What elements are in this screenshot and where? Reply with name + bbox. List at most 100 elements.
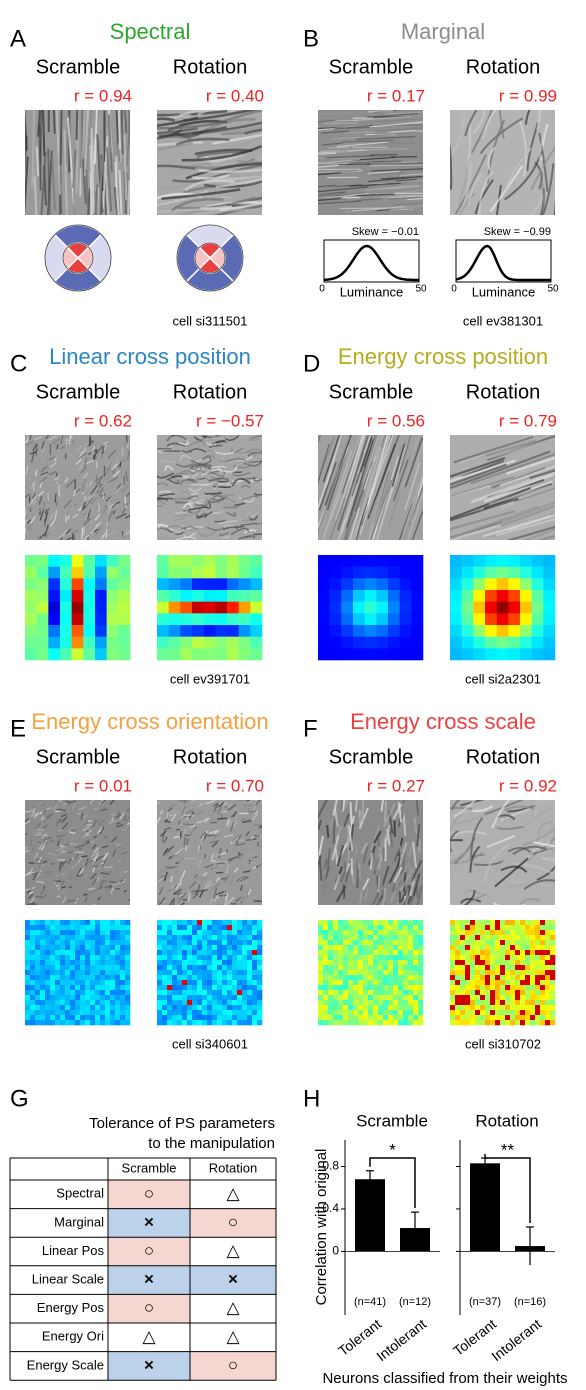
noise-map-cell [338, 955, 343, 960]
heatmap-cell [497, 590, 509, 602]
noise-map-cell [217, 920, 222, 925]
noise-map-cell [192, 960, 197, 965]
noise-map-cell [455, 990, 460, 995]
heatmap-cell [376, 578, 388, 590]
noise-map-cell [125, 995, 130, 1000]
noise-map-cell [105, 955, 110, 960]
noise-map-cell [192, 1000, 197, 1005]
noise-map-cell [247, 985, 252, 990]
noise-map-cell [413, 935, 418, 940]
noise-map-cell [80, 925, 85, 930]
noise-map-cell [403, 925, 408, 930]
noise-map-cell [40, 965, 45, 970]
noise-map-cell [45, 1015, 50, 1020]
noise-map-cell [318, 945, 323, 950]
figure: ASpectralScrambler = 0.94Rotationr = 0.4… [0, 0, 586, 1390]
noise-map-cell [338, 920, 343, 925]
noise-map-cell [378, 965, 383, 970]
noise-map-cell [105, 965, 110, 970]
noise-map-cell [65, 935, 70, 940]
noise-map-cell [237, 1020, 242, 1025]
noise-map-cell [378, 950, 383, 955]
heatmap-cell [83, 555, 95, 567]
table-symbol: ○ [144, 1298, 154, 1317]
noise-map-cell [252, 950, 257, 955]
noise-map-cell [480, 985, 485, 990]
noise-map-cell [318, 970, 323, 975]
noise-map-cell [545, 970, 550, 975]
heatmap-cell [411, 590, 423, 602]
texture-stroke [59, 836, 64, 837]
page: {"panels": [ {"letter": "A", "title": "S… [0, 0, 586, 1390]
heatmap-cell [388, 555, 400, 567]
noise-map-cell [105, 925, 110, 930]
noise-map-cell [318, 965, 323, 970]
noise-map-cell [125, 1010, 130, 1015]
noise-map-cell [177, 1010, 182, 1015]
noise-map-cell [100, 925, 105, 930]
noise-map-cell [353, 950, 358, 955]
noise-map-cell [70, 955, 75, 960]
texture-stroke [127, 811, 132, 812]
noise-map-cell [257, 960, 262, 965]
heatmap-cell [72, 555, 84, 567]
heatmap-cell [473, 578, 485, 590]
noise-map-cell [455, 920, 460, 925]
noise-map-cell [232, 980, 237, 985]
noise-map-cell [480, 965, 485, 970]
heatmap-cell [508, 613, 520, 625]
noise-map-cell [115, 990, 120, 995]
noise-map-cell [65, 975, 70, 980]
noise-map-cell [470, 975, 475, 980]
noise-map-cell [460, 940, 465, 945]
noise-map-cell [388, 970, 393, 975]
noise-map-cell [515, 1010, 520, 1015]
noise-map-cell [232, 1015, 237, 1020]
heatmap-cell [25, 578, 37, 590]
noise-map-cell [378, 980, 383, 985]
heatmap-cell [543, 613, 555, 625]
heatmap-cell [157, 602, 169, 614]
noise-map-cell [115, 945, 120, 950]
noise-map-cell [172, 1015, 177, 1020]
texture-image [293, 108, 448, 215]
noise-map-cell [187, 945, 192, 950]
noise-map-cell [413, 1020, 418, 1025]
noise-map-cell [455, 945, 460, 950]
noise-map-cell [60, 1000, 65, 1005]
noise-map-cell [85, 955, 90, 960]
noise-map-cell [475, 970, 480, 975]
noise-map-cell [510, 1010, 515, 1015]
noise-map-cell [85, 965, 90, 970]
texture-stroke [400, 845, 401, 858]
noise-map-cell [540, 925, 545, 930]
noise-map-cell [408, 985, 413, 990]
noise-map-cell [217, 925, 222, 930]
noise-map-cell [197, 1015, 202, 1020]
noise-map-cell [490, 965, 495, 970]
noise-map-cell [45, 925, 50, 930]
noise-map-cell [383, 990, 388, 995]
noise-map-cell [328, 960, 333, 965]
noise-map-cell [197, 945, 202, 950]
heatmap-cell [532, 602, 544, 614]
noise-map-cell [418, 1020, 423, 1025]
noise-map-cell [110, 950, 115, 955]
heatmap-cell [83, 648, 95, 660]
noise-map-cell [545, 1010, 550, 1015]
noise-map-cell [505, 920, 510, 925]
noise-map-cell [413, 1015, 418, 1020]
noise-map-cell [460, 980, 465, 985]
noise-map-cell [540, 940, 545, 945]
noise-map-cell [177, 1005, 182, 1010]
noise-map-cell [550, 1020, 555, 1025]
noise-map-cell [167, 965, 172, 970]
noise-map-cell [455, 995, 460, 1000]
noise-map-cell [515, 930, 520, 935]
texture-stroke [96, 184, 97, 221]
noise-map-cell [252, 980, 257, 985]
noise-map-cell [328, 930, 333, 935]
heatmap-cell [180, 578, 192, 590]
noise-map-cell [500, 985, 505, 990]
noise-map-cell [85, 1020, 90, 1025]
